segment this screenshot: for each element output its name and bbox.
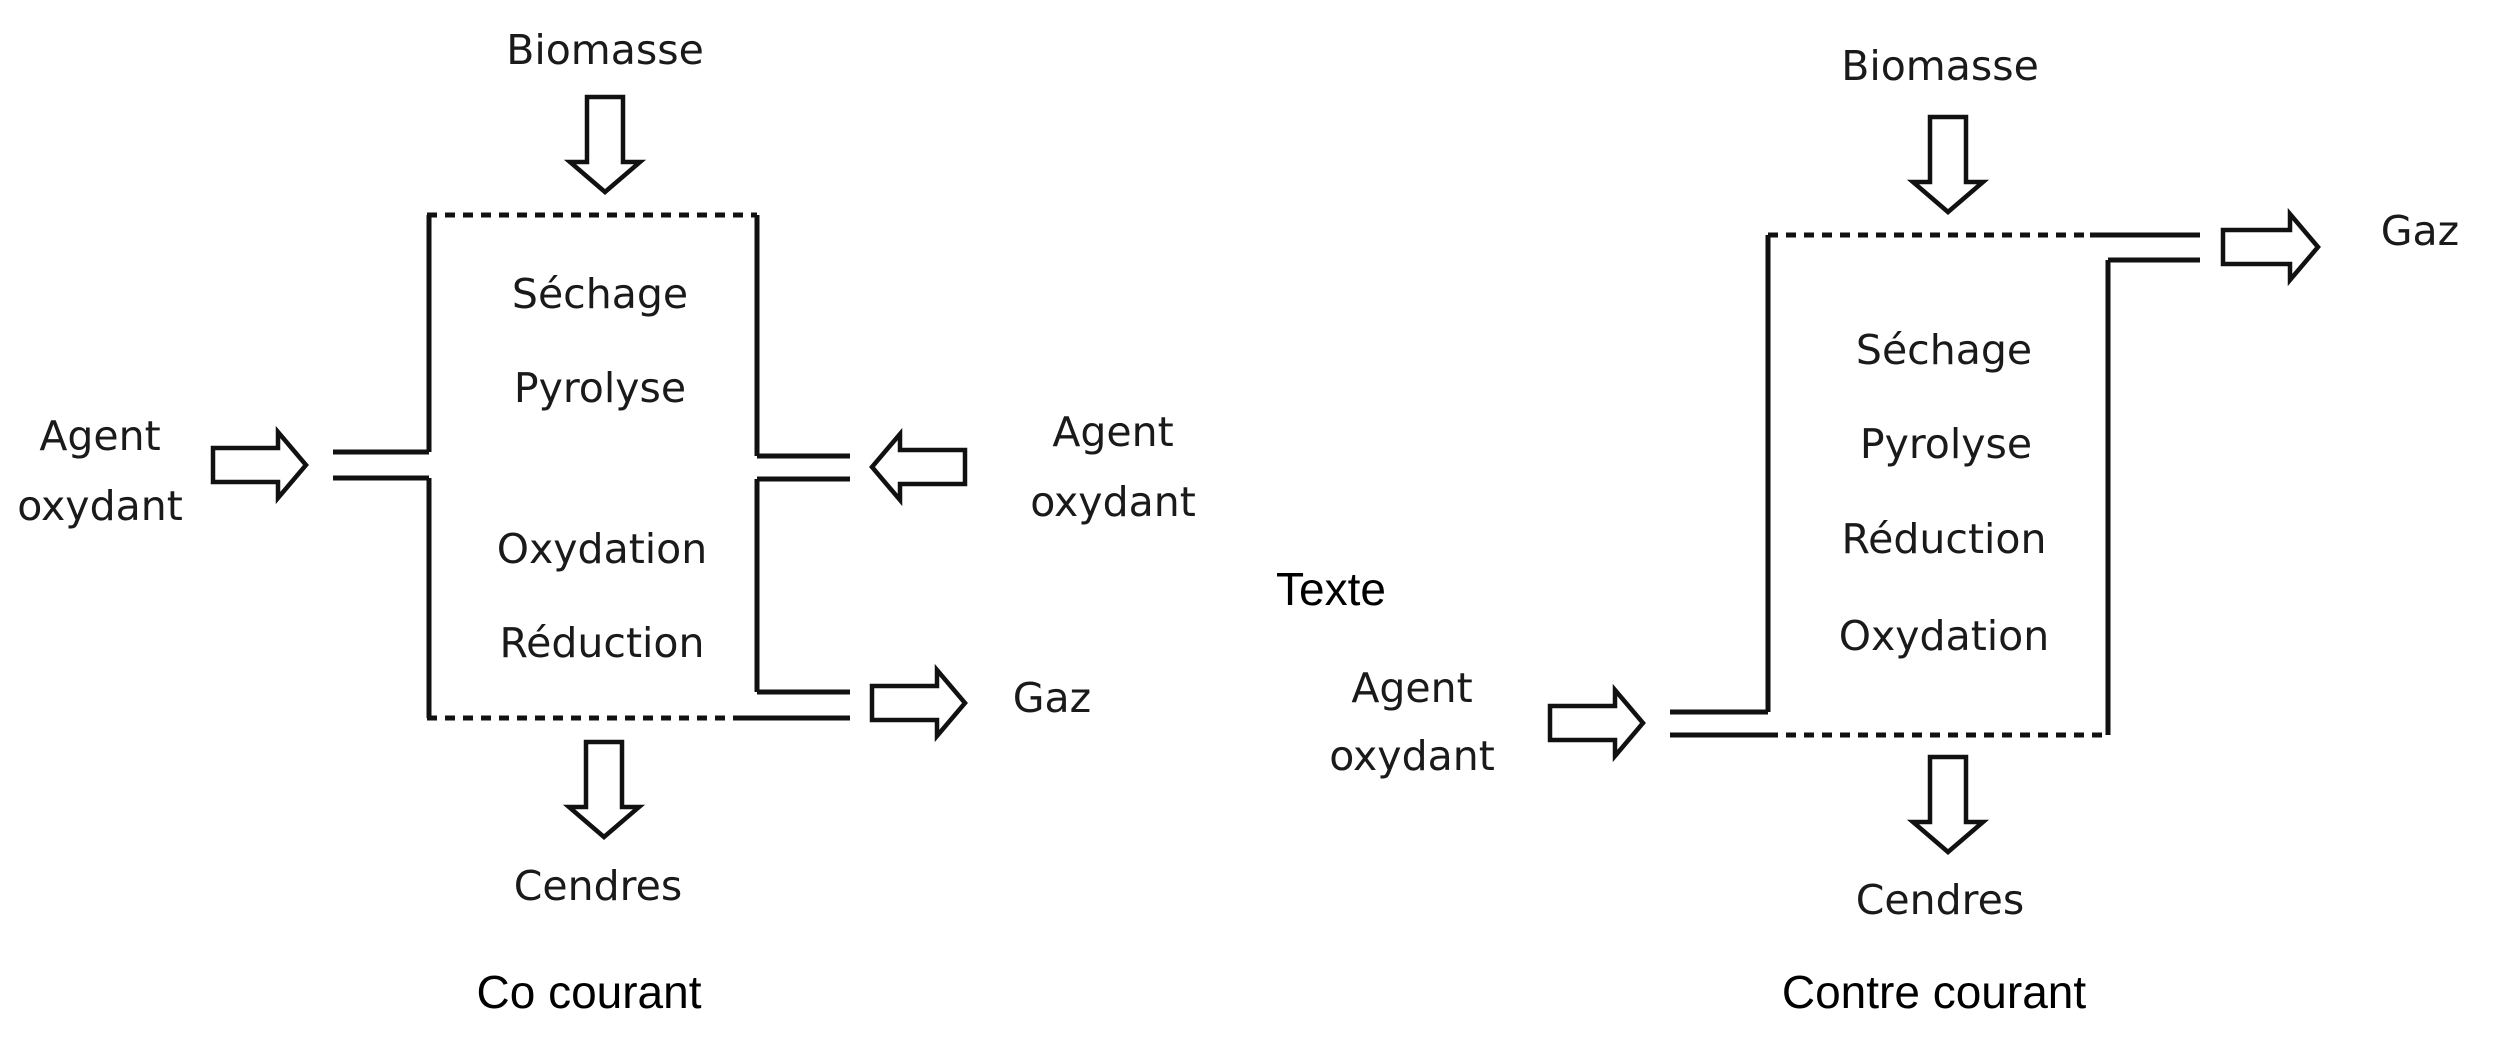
gas-right-arrow-icon-right <box>2220 207 2321 287</box>
oxidant-right-arrow-icon-right-diagram <box>1547 683 1646 763</box>
stage-drying-right: Séchage <box>1856 326 2032 374</box>
counter-current-diagram: Biomasse Séchage Pyrolyse Réduction Oxyd… <box>1329 42 2459 1018</box>
stage-pyrolysis-left: Pyrolyse <box>514 364 686 412</box>
oxidant-label-right-line2: oxydant <box>1030 478 1196 526</box>
caption-contre-courant: Contre courant <box>1782 966 2086 1018</box>
stage-reduction-left: Réduction <box>500 619 705 667</box>
stage-oxidation-right: Oxydation <box>1839 612 2050 660</box>
middle-text-label: Texte <box>1276 563 1386 615</box>
biomass-label-left: Biomasse <box>506 26 704 74</box>
stage-oxidation-left: Oxydation <box>497 525 708 573</box>
gas-right-arrow-icon-left <box>869 663 968 743</box>
ash-down-arrow-icon-right <box>1906 754 1990 855</box>
biomass-down-arrow-icon-right <box>1906 114 1990 215</box>
oxidant-label-right-line1: Agent <box>1052 408 1173 456</box>
oxidant-label-right-diagram-line2: oxydant <box>1329 732 1495 780</box>
ash-label-left: Cendres <box>514 862 682 910</box>
oxidant-label-right-diagram-line1: Agent <box>1351 664 1472 712</box>
ash-label-right: Cendres <box>1856 876 2024 924</box>
ash-down-arrow-icon-left <box>562 739 646 840</box>
biomass-label-right: Biomasse <box>1841 42 2039 90</box>
stage-reduction-right: Réduction <box>1842 515 2047 563</box>
oxidant-label-left-line1: Agent <box>39 412 160 460</box>
oxidant-label-left-line2: oxydant <box>17 482 183 530</box>
oxidant-right-arrow-icon-left <box>210 425 309 505</box>
gas-label-left: Gaz <box>1013 674 1091 722</box>
stage-drying-left: Séchage <box>512 270 688 318</box>
biomass-down-arrow-icon-left <box>563 94 647 195</box>
caption-co-courant: Co courant <box>476 966 701 1018</box>
stage-pyrolysis-right: Pyrolyse <box>1860 420 2032 468</box>
co-current-diagram: Biomasse Séchage Pyrolyse Oxydation Rédu… <box>17 26 1196 1018</box>
oxidant-left-arrow-icon-right <box>869 427 968 507</box>
gas-label-right: Gaz <box>2381 207 2459 255</box>
